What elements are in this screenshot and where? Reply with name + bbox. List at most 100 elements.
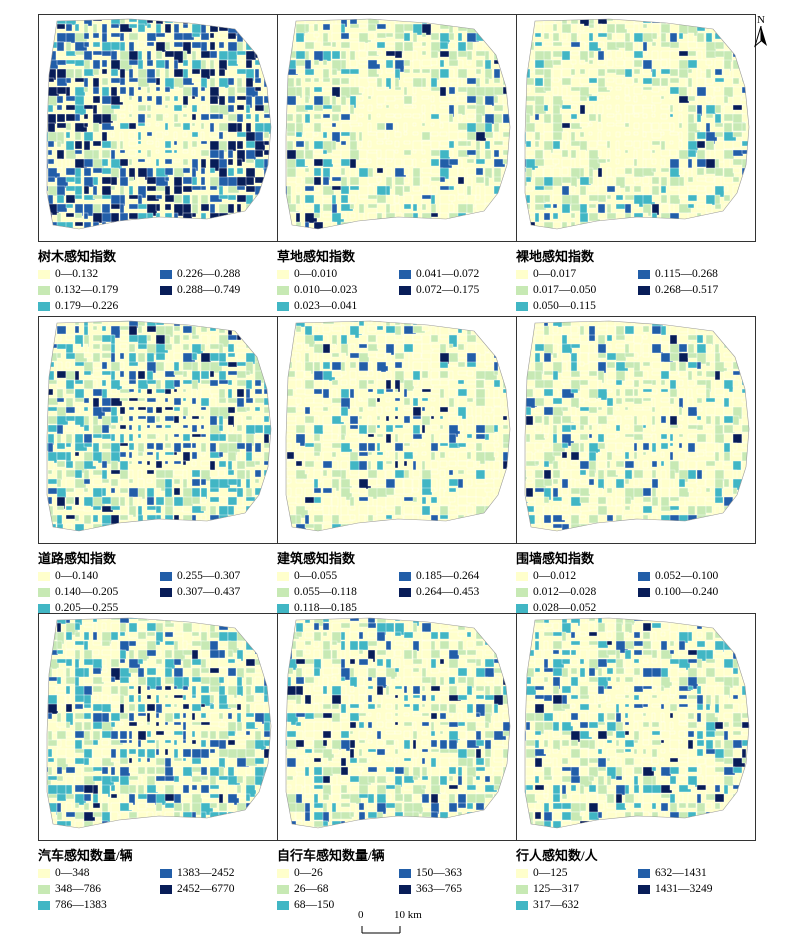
district-polygon: [236, 775, 244, 784]
district-polygon: [376, 41, 386, 49]
district-polygon: [475, 41, 484, 52]
district-polygon: [218, 113, 224, 120]
district-polygon: [155, 748, 160, 756]
district-polygon: [367, 505, 378, 517]
district-polygon: [286, 32, 291, 46]
district-polygon: [606, 104, 612, 110]
district-polygon: [119, 487, 129, 494]
legend-label: 0.205—0.255: [55, 602, 119, 614]
district-polygon: [56, 766, 63, 775]
district-polygon: [615, 352, 627, 362]
district-polygon: [295, 406, 305, 412]
district-polygon: [448, 140, 455, 149]
district-polygon: [322, 41, 332, 47]
district-polygon: [412, 433, 423, 440]
district-polygon: [227, 802, 235, 811]
district-polygon: [705, 59, 713, 66]
district-polygon: [448, 212, 460, 222]
district-polygon: [110, 149, 116, 161]
district-polygon: [543, 41, 554, 47]
district-polygon: [263, 131, 270, 139]
district-polygon: [110, 113, 118, 122]
district-polygon: [525, 23, 533, 37]
district-polygon: [732, 514, 744, 523]
district-polygon: [561, 325, 572, 336]
district-polygon: [385, 194, 395, 206]
district-polygon: [128, 379, 137, 385]
district-polygon: [493, 433, 499, 442]
district-polygon: [669, 131, 679, 136]
district-polygon: [534, 352, 541, 364]
district-polygon: [128, 352, 137, 364]
district-polygon: [562, 231, 572, 241]
district-polygon: [128, 748, 137, 755]
district-polygon: [349, 469, 360, 476]
district-polygon: [385, 86, 390, 91]
district-polygon: [286, 19, 296, 25]
district-polygon: [561, 379, 571, 385]
district-polygon: [146, 113, 152, 119]
district-polygon: [209, 149, 220, 159]
district-polygon: [218, 766, 225, 778]
district-polygon: [92, 442, 100, 454]
district-polygon: [448, 221, 460, 229]
district-polygon: [313, 158, 324, 167]
district-polygon: [525, 185, 534, 192]
district-polygon: [191, 176, 198, 186]
district-polygon: [236, 460, 246, 470]
district-polygon: [503, 231, 513, 241]
study-area-boundary: [46, 18, 272, 230]
district-polygon: [164, 730, 173, 736]
district-polygon: [525, 460, 526, 467]
district-polygon: [254, 19, 265, 24]
district-polygon: [47, 469, 53, 475]
district-polygon: [191, 784, 198, 791]
district-polygon: [517, 15, 523, 22]
district-polygon: [633, 32, 644, 43]
district-polygon: [669, 514, 681, 526]
district-polygon: [678, 32, 684, 40]
district-polygon: [245, 676, 253, 686]
panel-title: 裸地感知指数: [516, 249, 595, 264]
district-polygon: [597, 140, 608, 146]
district-polygon: [376, 406, 383, 415]
district-polygon: [349, 487, 361, 494]
district-polygon: [543, 59, 554, 69]
district-polygon: [245, 658, 256, 667]
district-polygon: [430, 321, 442, 326]
district-polygon: [448, 370, 454, 381]
district-polygon: [218, 221, 229, 229]
district-polygon: [588, 122, 593, 127]
district-polygon: [485, 533, 494, 539]
district-polygon: [286, 523, 292, 531]
district-polygon: [191, 86, 199, 98]
district-polygon: [110, 775, 120, 783]
district-polygon: [457, 343, 465, 351]
district-polygon: [47, 748, 53, 758]
district-polygon: [74, 721, 83, 732]
district-polygon: [714, 514, 725, 525]
district-polygon: [227, 77, 235, 86]
district-polygon: [47, 478, 58, 485]
district-polygon: [570, 334, 581, 340]
district-polygon: [597, 149, 602, 158]
district-polygon: [119, 622, 127, 633]
district-polygon: [173, 685, 178, 690]
district-polygon: [394, 388, 399, 393]
district-polygon: [741, 388, 748, 394]
district-polygon: [660, 86, 667, 91]
district-polygon: [286, 140, 294, 152]
district-polygon: [245, 212, 257, 219]
district-polygon: [39, 398, 44, 405]
district-polygon: [295, 19, 306, 21]
district-polygon: [394, 32, 406, 40]
district-polygon: [119, 140, 124, 150]
district-polygon: [155, 23, 162, 35]
district-polygon: [412, 379, 419, 387]
district-polygon: [705, 451, 715, 457]
district-polygon: [376, 19, 388, 21]
district-polygon: [83, 32, 90, 40]
district-polygon: [525, 334, 532, 346]
district-polygon: [201, 231, 205, 240]
district-polygon: [358, 50, 368, 59]
